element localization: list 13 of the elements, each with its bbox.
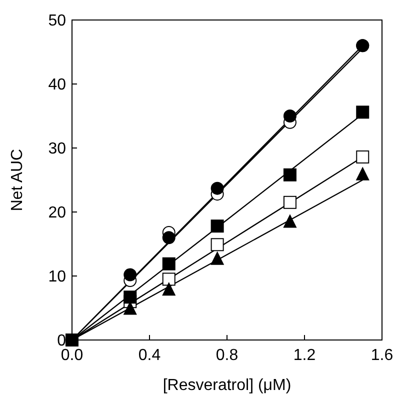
x-tick-label: 0.4 xyxy=(138,347,161,364)
x-tick-label: 0.8 xyxy=(216,347,238,364)
y-tick-label: 40 xyxy=(48,76,66,94)
y-tick-label: 10 xyxy=(48,268,66,286)
y-tick-label: 0 xyxy=(57,332,66,350)
y-axis-title: Net AUC xyxy=(9,148,26,212)
x-tick-label: 1.6 xyxy=(370,347,394,364)
y-tick-label: 30 xyxy=(48,140,66,158)
x-axis-title: [Resveratrol] (μM) xyxy=(162,377,292,394)
y-tick-label: 20 xyxy=(48,204,66,222)
x-tick-label: 0.0 xyxy=(60,347,84,364)
x-tick-label: 1.2 xyxy=(293,347,316,364)
y-tick-label: 50 xyxy=(48,12,66,30)
